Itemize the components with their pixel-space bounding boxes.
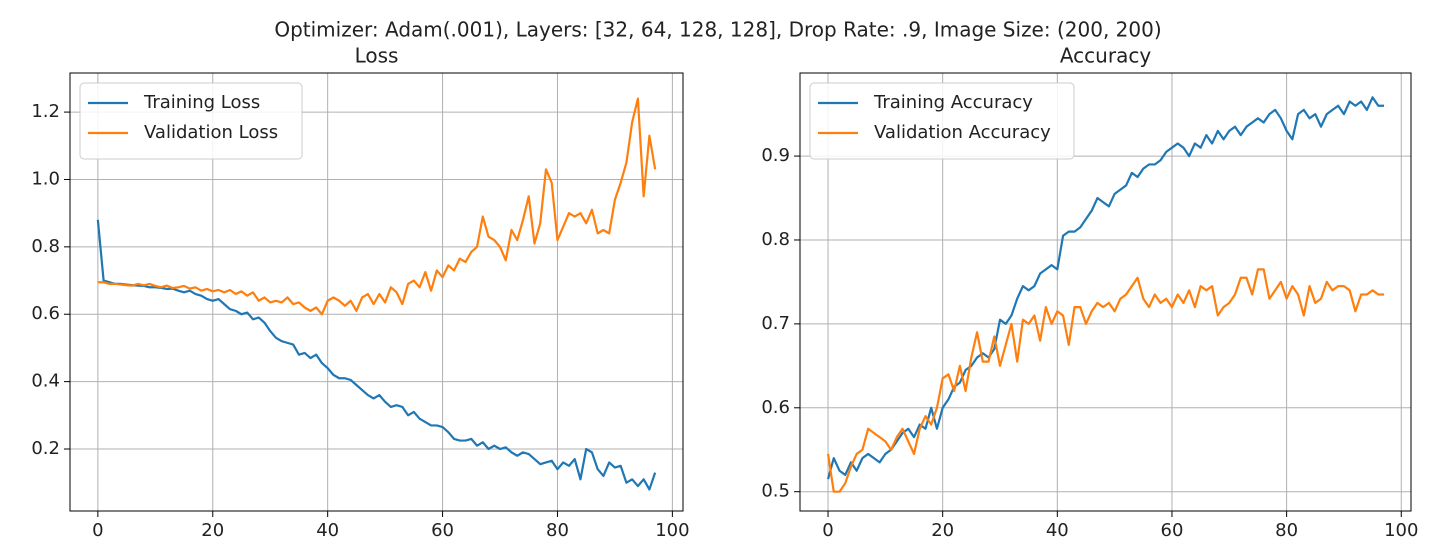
legend-label: Validation Accuracy [874,122,1051,143]
x-tick-label: 0 [92,520,103,541]
y-tick-label: 0.8 [31,236,60,257]
data-line [826,268,1385,493]
subplot-title: Accuracy [1060,44,1151,68]
x-tick-label: 60 [431,520,454,541]
y-tick-label: 1.2 [31,101,60,122]
x-tick-label: 100 [1384,520,1418,541]
x-tick-label: 20 [931,520,954,541]
legend-label: Training Accuracy [873,92,1033,113]
y-tick-label: 0.6 [761,397,790,418]
x-tick-label: 80 [1275,520,1298,541]
data-line [97,97,657,316]
x-tick-label: 0 [822,520,833,541]
plot-frame [69,72,684,512]
legend-label: Validation Loss [144,122,278,143]
x-tick-label: 60 [1161,520,1184,541]
y-tick-label: 0.5 [761,481,790,502]
x-tick-label: 100 [655,520,689,541]
y-tick-label: 0.9 [761,145,790,166]
y-tick-label: 1.0 [31,168,60,189]
y-tick-label: 0.7 [761,313,790,334]
y-tick-label: 0.4 [31,371,60,392]
x-tick-label: 40 [1046,520,1069,541]
plot-frame [799,72,1412,512]
legend-box [79,82,303,160]
data-line [96,219,657,491]
y-tick-label: 0.2 [31,438,60,459]
y-tick-label: 0.6 [31,303,60,324]
y-tick-label: 0.8 [761,229,790,250]
legend-box [809,82,1075,160]
legend-label: Training Loss [143,92,260,113]
subplot-title: Loss [355,44,399,68]
x-tick-label: 20 [201,520,224,541]
figure-title: Optimizer: Adam(.001), Layers: [32, 64, … [274,18,1161,42]
x-tick-label: 40 [316,520,339,541]
x-tick-label: 80 [546,520,569,541]
